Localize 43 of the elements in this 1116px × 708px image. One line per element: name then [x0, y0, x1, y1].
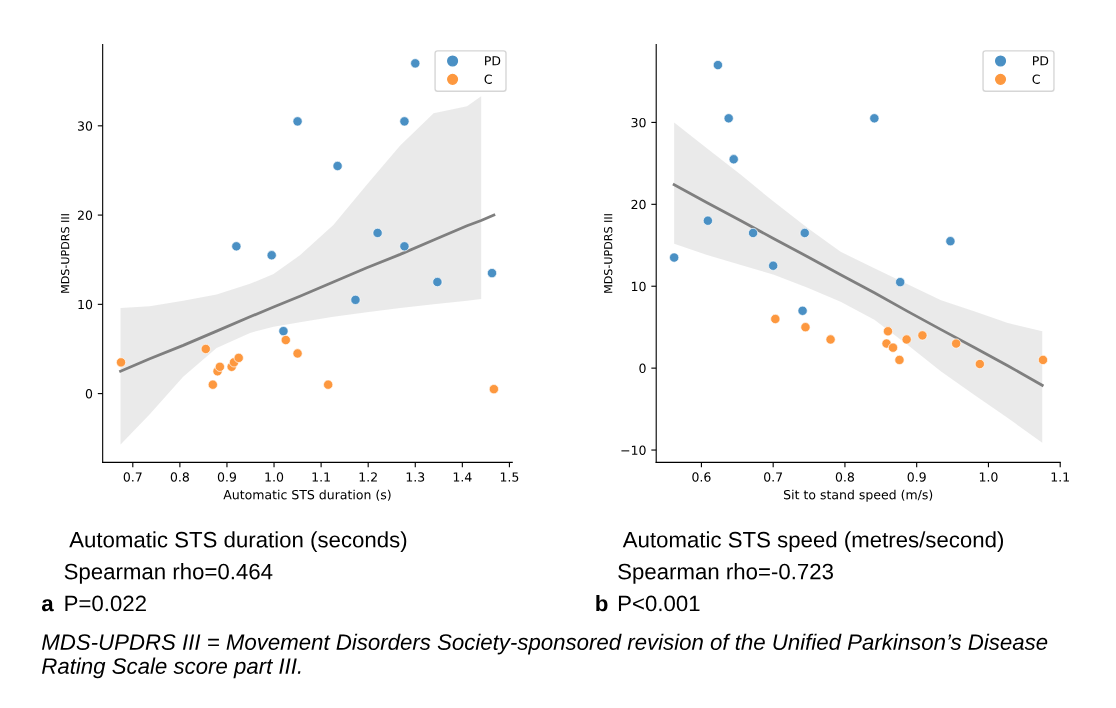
- text: Automatic STS duration (seconds): [69, 531, 407, 552]
- x-tick-label: 1.1: [312, 472, 330, 482]
- legend-label: C: [484, 74, 492, 84]
- legend-label: C: [1032, 74, 1040, 84]
- text: Spearman rho=-0.723: [618, 563, 833, 584]
- y-tick-label: 30: [631, 117, 646, 128]
- x-tick-label: 1.4: [453, 472, 472, 482]
- y-axis-title: MDS-UPDRS III: [603, 214, 613, 293]
- x-tick-label: 1.3: [406, 472, 425, 482]
- x-tick-label: 1.5: [500, 472, 519, 482]
- x-tick-label: 1.1: [1051, 472, 1069, 482]
- y-tick-label: 10: [631, 281, 646, 292]
- x-tick-label: 0.9: [217, 472, 237, 482]
- x-tick-label: 0.8: [170, 472, 189, 482]
- text: MDS-UPDRS III = Movement Disorders Society-sponsored revision of the Unified Parkinson’s Disease Rating Scale score part III.: [41, 633, 1048, 679]
- line-series: [672, 183, 1044, 387]
- x-tick-label: 0.8: [835, 472, 855, 482]
- x-tick-label: 0.9: [907, 472, 926, 482]
- text: P<0.001: [618, 595, 700, 612]
- y-tick-label: 30: [78, 121, 93, 131]
- y-tick-label: 10: [78, 299, 93, 310]
- y-tick-label: 20: [631, 199, 646, 210]
- y-tick-label: 20: [77, 210, 93, 221]
- text: b: [596, 594, 608, 612]
- x-tick-label: 0.7: [123, 472, 142, 482]
- y-axis-title: MDS-UPDRS III: [60, 214, 70, 293]
- x-tick-label: 0.6: [692, 472, 711, 482]
- y-tick-label: 0: [639, 363, 646, 374]
- text: Spearman rho=0.464: [64, 563, 273, 584]
- x-tick-label: 1.0: [979, 472, 998, 482]
- legend-label: PD: [1033, 56, 1049, 66]
- text: P=0.022: [65, 595, 146, 612]
- text: a: [41, 599, 54, 612]
- text: Automatic STS speed (metres/second): [622, 531, 1003, 552]
- y-tick-label: 0: [85, 389, 93, 399]
- legend-label: PD: [485, 56, 501, 66]
- x-axis-title: Sit to stand speed (m/s): [783, 489, 933, 502]
- y-tick-label: −10: [621, 445, 646, 455]
- x-axis-title: Automatic STS duration (s): [223, 489, 391, 501]
- x-tick-label: 1.0: [265, 472, 284, 482]
- x-tick-label: 1.2: [359, 472, 377, 482]
- x-tick-label: 0.7: [764, 472, 783, 482]
- line-series: [119, 213, 496, 373]
